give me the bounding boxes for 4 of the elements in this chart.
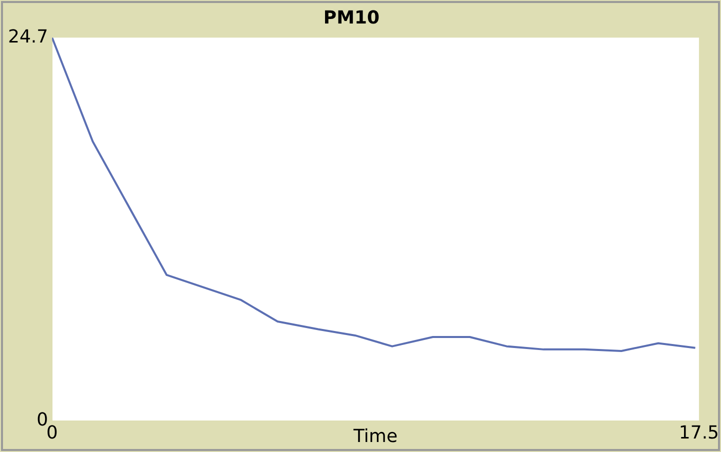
y-tick-label: 24.7 (8, 26, 48, 48)
x-axis-title: Time (352, 426, 398, 447)
x-tick-label: 17.5 (678, 422, 719, 444)
chart-title: PM10 (323, 7, 380, 28)
